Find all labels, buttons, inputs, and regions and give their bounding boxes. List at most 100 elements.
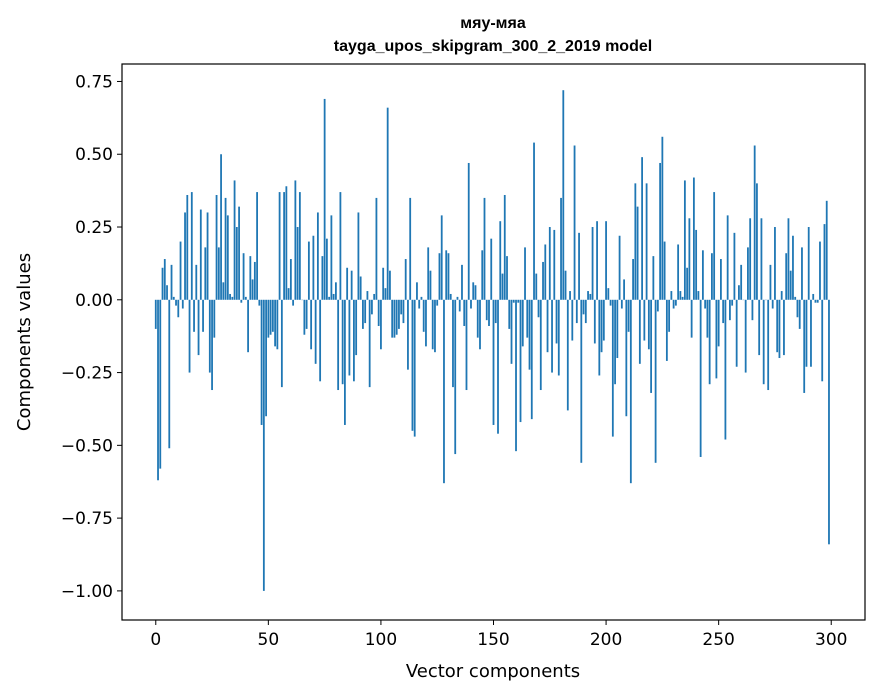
bar-189 bbox=[580, 299, 583, 463]
bar-93 bbox=[364, 299, 367, 324]
bar-282 bbox=[789, 270, 792, 300]
x-axis: 0 50 100 150 200 250 300 bbox=[150, 620, 847, 650]
bar-267 bbox=[756, 183, 758, 300]
bar-61 bbox=[292, 299, 295, 306]
bar-16 bbox=[190, 192, 193, 300]
bar-35 bbox=[233, 180, 236, 300]
bar-296 bbox=[821, 299, 824, 382]
bar-148 bbox=[488, 299, 490, 326]
bar-199 bbox=[602, 299, 605, 341]
bar-94 bbox=[366, 291, 369, 300]
bar-196 bbox=[596, 221, 598, 300]
bar-130 bbox=[447, 253, 450, 300]
bar-105 bbox=[391, 299, 394, 338]
bar-90 bbox=[357, 212, 360, 300]
bar-1 bbox=[157, 299, 159, 481]
bar-114 bbox=[411, 299, 414, 431]
bar-136 bbox=[461, 264, 463, 300]
bar-70 bbox=[312, 235, 315, 300]
bar-246 bbox=[708, 299, 711, 385]
bar-5 bbox=[166, 285, 168, 300]
bar-11 bbox=[179, 241, 182, 300]
bar-47 bbox=[260, 299, 263, 425]
bar-20 bbox=[199, 209, 202, 300]
bar-97 bbox=[373, 293, 376, 300]
bar-113 bbox=[409, 197, 412, 300]
bar-73 bbox=[319, 299, 322, 382]
bar-87 bbox=[350, 270, 353, 300]
bar-258 bbox=[735, 299, 738, 367]
bar-81 bbox=[337, 299, 340, 391]
bar-191 bbox=[584, 299, 587, 324]
bar-27 bbox=[215, 194, 218, 300]
bar-288 bbox=[803, 299, 806, 393]
bar-84 bbox=[343, 299, 346, 425]
bar-173 bbox=[544, 244, 547, 300]
bar-134 bbox=[456, 296, 459, 300]
bar-253 bbox=[724, 299, 727, 440]
bar-92 bbox=[362, 299, 364, 329]
bar-58 bbox=[285, 186, 288, 300]
bar-50 bbox=[267, 299, 270, 338]
bar-129 bbox=[445, 250, 448, 300]
bar-36 bbox=[235, 227, 238, 300]
bar-219 bbox=[647, 299, 650, 350]
bar-234 bbox=[681, 296, 684, 300]
bar-53 bbox=[274, 299, 277, 347]
bar-162 bbox=[519, 299, 522, 423]
x-axis-label: Vector components bbox=[406, 661, 580, 682]
bar-215 bbox=[638, 299, 641, 364]
bar-175 bbox=[548, 227, 551, 300]
bar-150 bbox=[492, 299, 495, 425]
y-tick-label: −0.75 bbox=[61, 509, 113, 529]
bar-233 bbox=[679, 291, 682, 300]
bar-154 bbox=[501, 273, 504, 300]
x-tick-label: 250 bbox=[702, 630, 734, 650]
bar-152 bbox=[497, 299, 499, 434]
bar-63 bbox=[296, 227, 299, 300]
bar-262 bbox=[744, 299, 747, 373]
y-tick-label: 0.25 bbox=[75, 218, 113, 238]
bar-292 bbox=[812, 293, 815, 300]
bar-0 bbox=[154, 299, 157, 329]
bar-209 bbox=[625, 299, 628, 417]
bar-185 bbox=[571, 299, 574, 341]
bar-179 bbox=[557, 299, 560, 376]
bar-76 bbox=[325, 238, 328, 300]
bar-298 bbox=[825, 200, 828, 300]
bar-66 bbox=[303, 299, 306, 335]
bar-26 bbox=[213, 299, 216, 338]
bar-206 bbox=[618, 235, 621, 300]
bar-188 bbox=[578, 232, 580, 300]
y-tick-label: 0.75 bbox=[75, 72, 113, 92]
bar-166 bbox=[528, 299, 531, 370]
bar-273 bbox=[769, 264, 772, 300]
bar-245 bbox=[706, 299, 709, 338]
x-tick-label: 200 bbox=[590, 630, 622, 650]
bar-225 bbox=[661, 136, 664, 300]
bar-280 bbox=[785, 253, 788, 300]
bar-145 bbox=[481, 250, 484, 300]
bar-25 bbox=[211, 299, 213, 391]
bar-45 bbox=[256, 192, 258, 300]
bar-18 bbox=[195, 264, 198, 300]
bar-48 bbox=[262, 299, 265, 591]
bar-111 bbox=[404, 259, 407, 300]
bar-122 bbox=[429, 270, 432, 300]
bar-131 bbox=[449, 293, 452, 300]
bar-52 bbox=[271, 299, 274, 332]
bar-15 bbox=[188, 299, 191, 373]
bar-37 bbox=[238, 206, 240, 300]
bar-240 bbox=[695, 229, 698, 300]
bar-32 bbox=[226, 215, 229, 300]
bar-208 bbox=[623, 279, 625, 300]
bar-128 bbox=[443, 299, 445, 484]
bars-group bbox=[154, 90, 830, 591]
bar-60 bbox=[289, 259, 292, 300]
bar-125 bbox=[436, 299, 439, 306]
bar-119 bbox=[422, 299, 425, 332]
bar-183 bbox=[566, 299, 569, 411]
bar-118 bbox=[420, 296, 423, 300]
bar-3 bbox=[161, 267, 164, 300]
bar-295 bbox=[819, 241, 821, 300]
